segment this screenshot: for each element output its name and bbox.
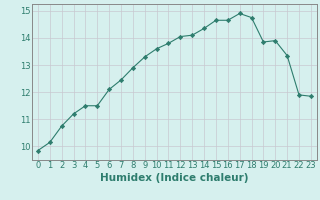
X-axis label: Humidex (Indice chaleur): Humidex (Indice chaleur) — [100, 173, 249, 183]
